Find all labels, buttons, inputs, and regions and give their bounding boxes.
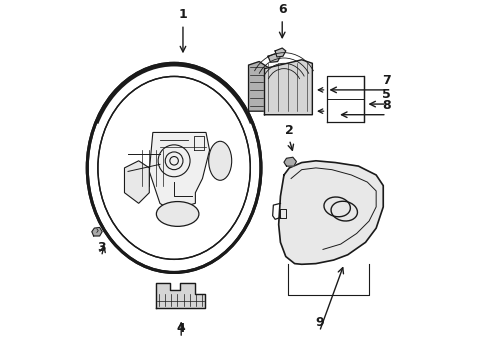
Text: 8: 8	[383, 99, 391, 112]
Polygon shape	[284, 157, 296, 166]
Polygon shape	[92, 228, 102, 236]
Polygon shape	[268, 54, 280, 62]
Text: 9: 9	[315, 316, 324, 329]
Text: 5: 5	[382, 88, 391, 101]
Ellipse shape	[87, 63, 261, 273]
Polygon shape	[279, 161, 383, 264]
Ellipse shape	[156, 202, 199, 226]
Text: 4: 4	[177, 322, 186, 335]
Polygon shape	[275, 48, 286, 57]
Polygon shape	[265, 60, 312, 115]
Polygon shape	[149, 132, 210, 211]
Text: 7: 7	[382, 74, 391, 87]
Ellipse shape	[209, 141, 232, 180]
Polygon shape	[124, 161, 149, 203]
Text: 2: 2	[285, 124, 294, 137]
Text: 1: 1	[178, 9, 187, 22]
Text: 6: 6	[278, 3, 287, 16]
Text: 3: 3	[97, 241, 106, 254]
Polygon shape	[156, 283, 205, 308]
Polygon shape	[248, 62, 270, 111]
